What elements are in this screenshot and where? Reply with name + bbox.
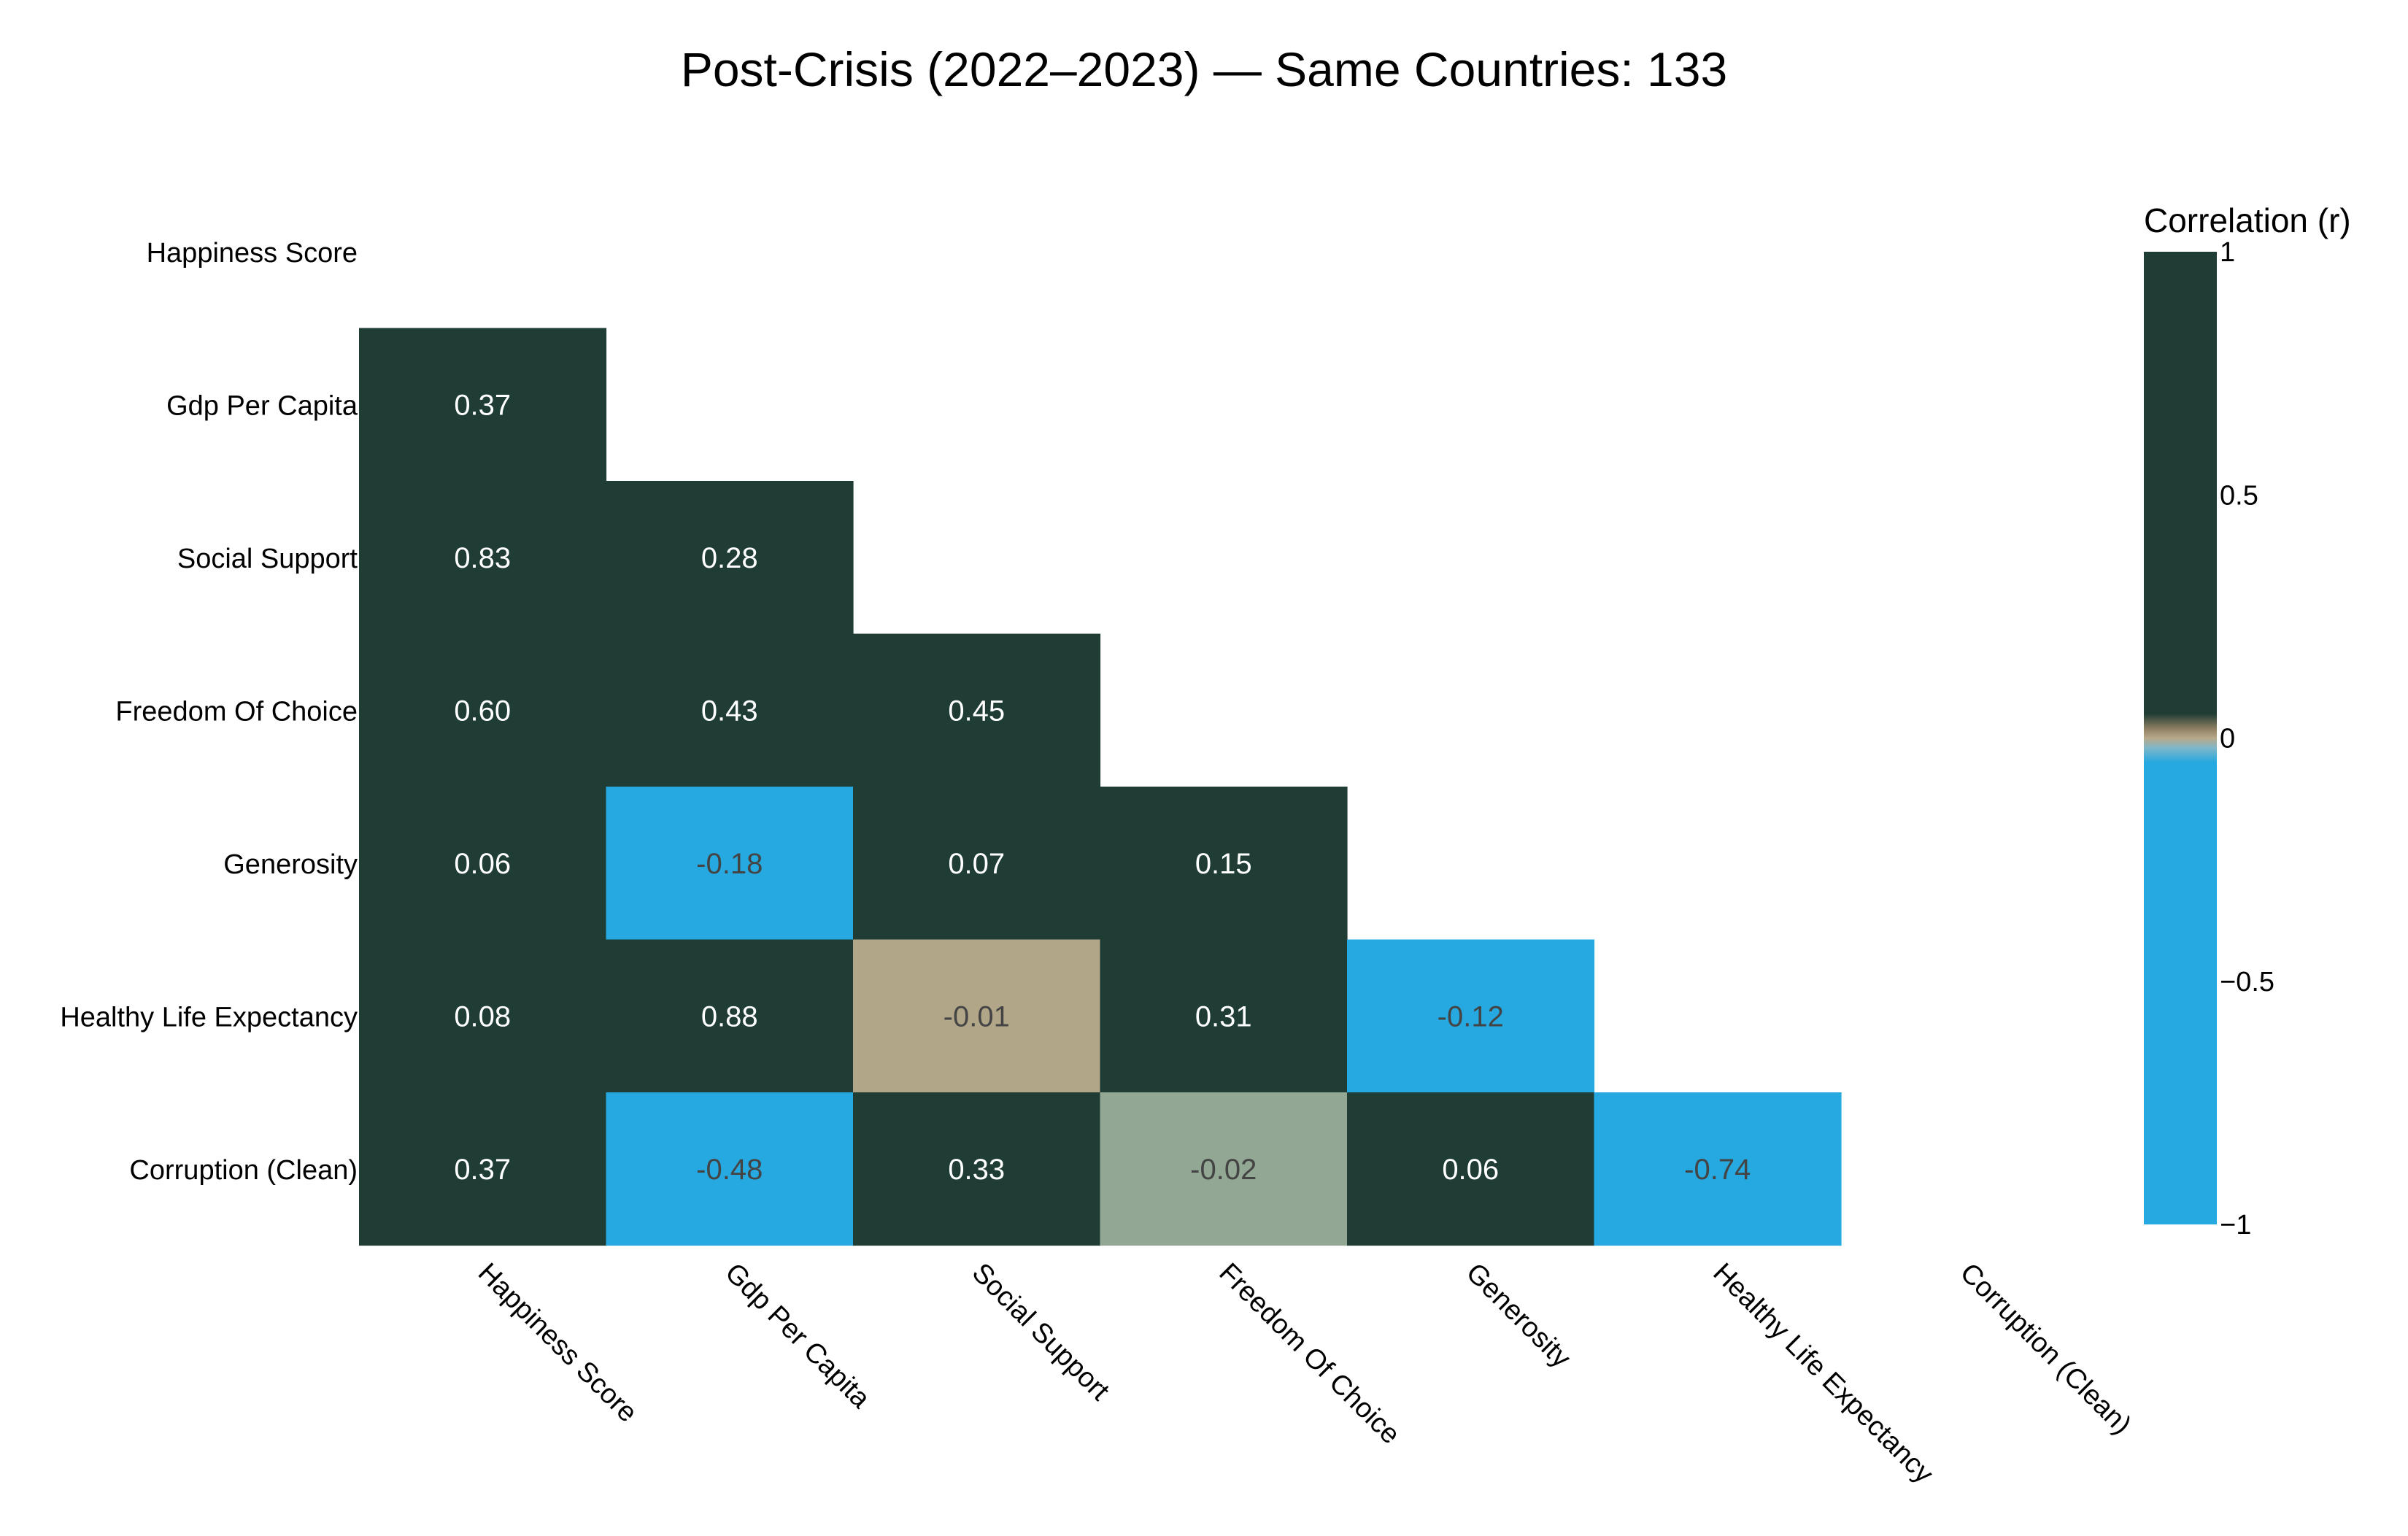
x-axis-tick-label: Social Support — [966, 1257, 1116, 1407]
heatmap-cell-6-5 — [1594, 1092, 1842, 1246]
cell-value-label: 0.08 — [454, 1000, 511, 1033]
x-axis-tick-label: Healthy Life Expectancy — [1707, 1257, 1939, 1489]
cell-value-label: 0.31 — [1195, 1000, 1252, 1033]
heatmap-cell-6-4 — [1347, 1092, 1595, 1246]
cell-value-label: 0.06 — [1442, 1154, 1499, 1186]
cell-value-label: 0.37 — [454, 1154, 511, 1186]
cell-value-label: -0.02 — [1190, 1154, 1257, 1186]
heatmap-cell-6-0 — [359, 1092, 607, 1246]
heatmap-cell-1-0 — [359, 328, 607, 482]
x-axis-tick-label: Gdp Per Capita — [719, 1257, 876, 1415]
cell-value-label: 0.88 — [701, 1000, 758, 1033]
colorbar-tick-label: 0 — [2220, 724, 2235, 755]
heatmap-cell-4-2 — [853, 787, 1101, 941]
cell-value-label: 0.43 — [701, 695, 758, 727]
cell-value-label: 0.07 — [948, 848, 1005, 880]
cell-value-label: 0.60 — [454, 695, 511, 727]
cell-value-label: -0.01 — [943, 1000, 1010, 1033]
heatmap-cell-5-1 — [606, 939, 854, 1093]
heatmap-cell-4-0 — [359, 787, 607, 941]
cell-value-label: -0.48 — [696, 1154, 763, 1186]
colorbar-tick-label: 1 — [2220, 237, 2235, 268]
cell-value-label: -0.18 — [696, 848, 763, 880]
y-axis-tick-label: Generosity — [223, 849, 358, 880]
cell-value-label: 0.33 — [948, 1154, 1005, 1186]
heatmap-cell-3-0 — [359, 633, 607, 787]
heatmap-cell-5-4 — [1347, 939, 1595, 1093]
heatmap-cell-6-2 — [853, 1092, 1101, 1246]
colorbar-tick-label: −0.5 — [2220, 967, 2274, 997]
heatmap-cell-6-3 — [1100, 1092, 1348, 1246]
y-axis-tick-label: Healthy Life Expectancy — [60, 1002, 358, 1033]
heatmap-cell-4-3 — [1100, 787, 1348, 941]
heatmap-cell-2-1 — [606, 481, 854, 635]
colorbar — [2144, 252, 2217, 1224]
cell-value-label: 0.06 — [454, 848, 511, 880]
colorbar-title: Correlation (r) — [2144, 201, 2351, 239]
heatmap-cell-5-0 — [359, 939, 607, 1093]
cell-value-label: 0.37 — [454, 389, 511, 421]
chart-title: Post-Crisis (2022–2023) — Same Countries… — [681, 42, 1727, 96]
colorbar-tick-label: −1 — [2220, 1210, 2251, 1240]
cell-value-label: 0.15 — [1195, 848, 1252, 880]
cell-value-label: 0.45 — [948, 695, 1005, 727]
cell-value-label: 0.28 — [701, 542, 758, 574]
colorbar-tick-label: 0.5 — [2220, 480, 2258, 511]
heatmap-cell-3-1 — [606, 633, 854, 787]
cell-value-label: -0.74 — [1684, 1154, 1751, 1186]
y-axis-tick-label: Corruption (Clean) — [129, 1155, 358, 1186]
y-axis-tick-label: Gdp Per Capita — [166, 390, 358, 421]
heatmap-cell-5-2 — [853, 939, 1101, 1093]
heatmap-cell-6-1 — [606, 1092, 854, 1246]
cell-value-label: -0.12 — [1438, 1000, 1504, 1033]
y-axis-tick-label: Freedom Of Choice — [115, 696, 358, 727]
heatmap-cell-2-0 — [359, 481, 607, 635]
heatmap-cell-5-3 — [1100, 939, 1348, 1093]
y-axis-tick-label: Happiness Score — [147, 238, 358, 269]
x-axis-tick-label: Generosity — [1460, 1257, 1577, 1374]
heatmap-cell-3-2 — [853, 633, 1101, 787]
heatmap-cell-4-1 — [606, 787, 854, 941]
cell-value-label: 0.83 — [454, 542, 511, 574]
x-axis-tick-label: Corruption (Clean) — [1954, 1257, 2137, 1440]
x-axis-tick-label: Freedom Of Choice — [1213, 1257, 1405, 1450]
x-axis-tick-label: Happiness Score — [472, 1257, 643, 1428]
y-axis-tick-label: Social Support — [177, 544, 358, 574]
